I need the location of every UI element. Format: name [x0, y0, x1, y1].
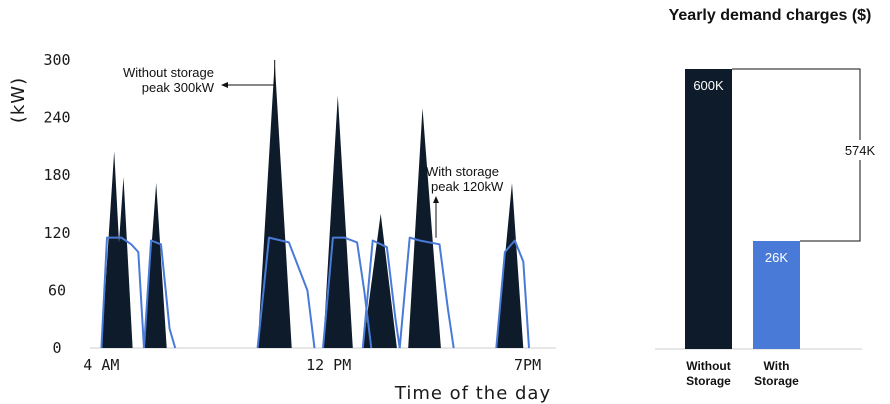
power-demand-chart: 0 60 120 180 240 300 (kW) 4 AM 12 PM 7PM Time of t… — [8, 51, 556, 404]
right-chart-title: Yearly demand charges ($) — [669, 7, 872, 24]
x-tick-label: 12 PM — [306, 356, 351, 374]
series-without-storage-area — [101, 62, 523, 348]
x-tick-label: 7PM — [514, 356, 541, 374]
y-tick-label: 180 — [43, 166, 70, 184]
bar-category-label: Storage — [754, 374, 799, 388]
bar-value-label: 600K — [693, 78, 724, 93]
annotation-without-storage-line2: peak 300kW — [142, 80, 215, 95]
y-tick-label: 120 — [43, 224, 70, 242]
bar-value-label: 26K — [765, 250, 788, 265]
annotation-with-storage-line1: With storage — [426, 164, 499, 179]
annotation-with-storage-line2: peak 120kW — [431, 179, 504, 194]
bar-category-label: Without — [686, 359, 731, 373]
y-tick-label: 300 — [43, 51, 70, 69]
x-tick-label: 4 AM — [83, 356, 119, 374]
difference-label: 574K — [845, 143, 876, 158]
y-tick-label: 240 — [43, 109, 70, 127]
bar-category-label: Storage — [686, 374, 731, 388]
yearly-demand-charges-chart: Yearly demand charges ($)600KWithoutStor… — [655, 7, 882, 388]
y-tick-label: 60 — [48, 281, 66, 299]
annotation-without-storage-line1: Without storage — [123, 65, 214, 80]
bar-without-storage — [685, 69, 732, 349]
x-axis-label: Time of the day — [394, 383, 551, 404]
y-axis-label: (kW) — [8, 77, 29, 123]
bar-category-label: With — [764, 359, 790, 373]
annotation-arrow-head — [221, 82, 228, 88]
y-tick-label: 0 — [52, 339, 61, 357]
annotation-arrow-head — [433, 196, 439, 203]
